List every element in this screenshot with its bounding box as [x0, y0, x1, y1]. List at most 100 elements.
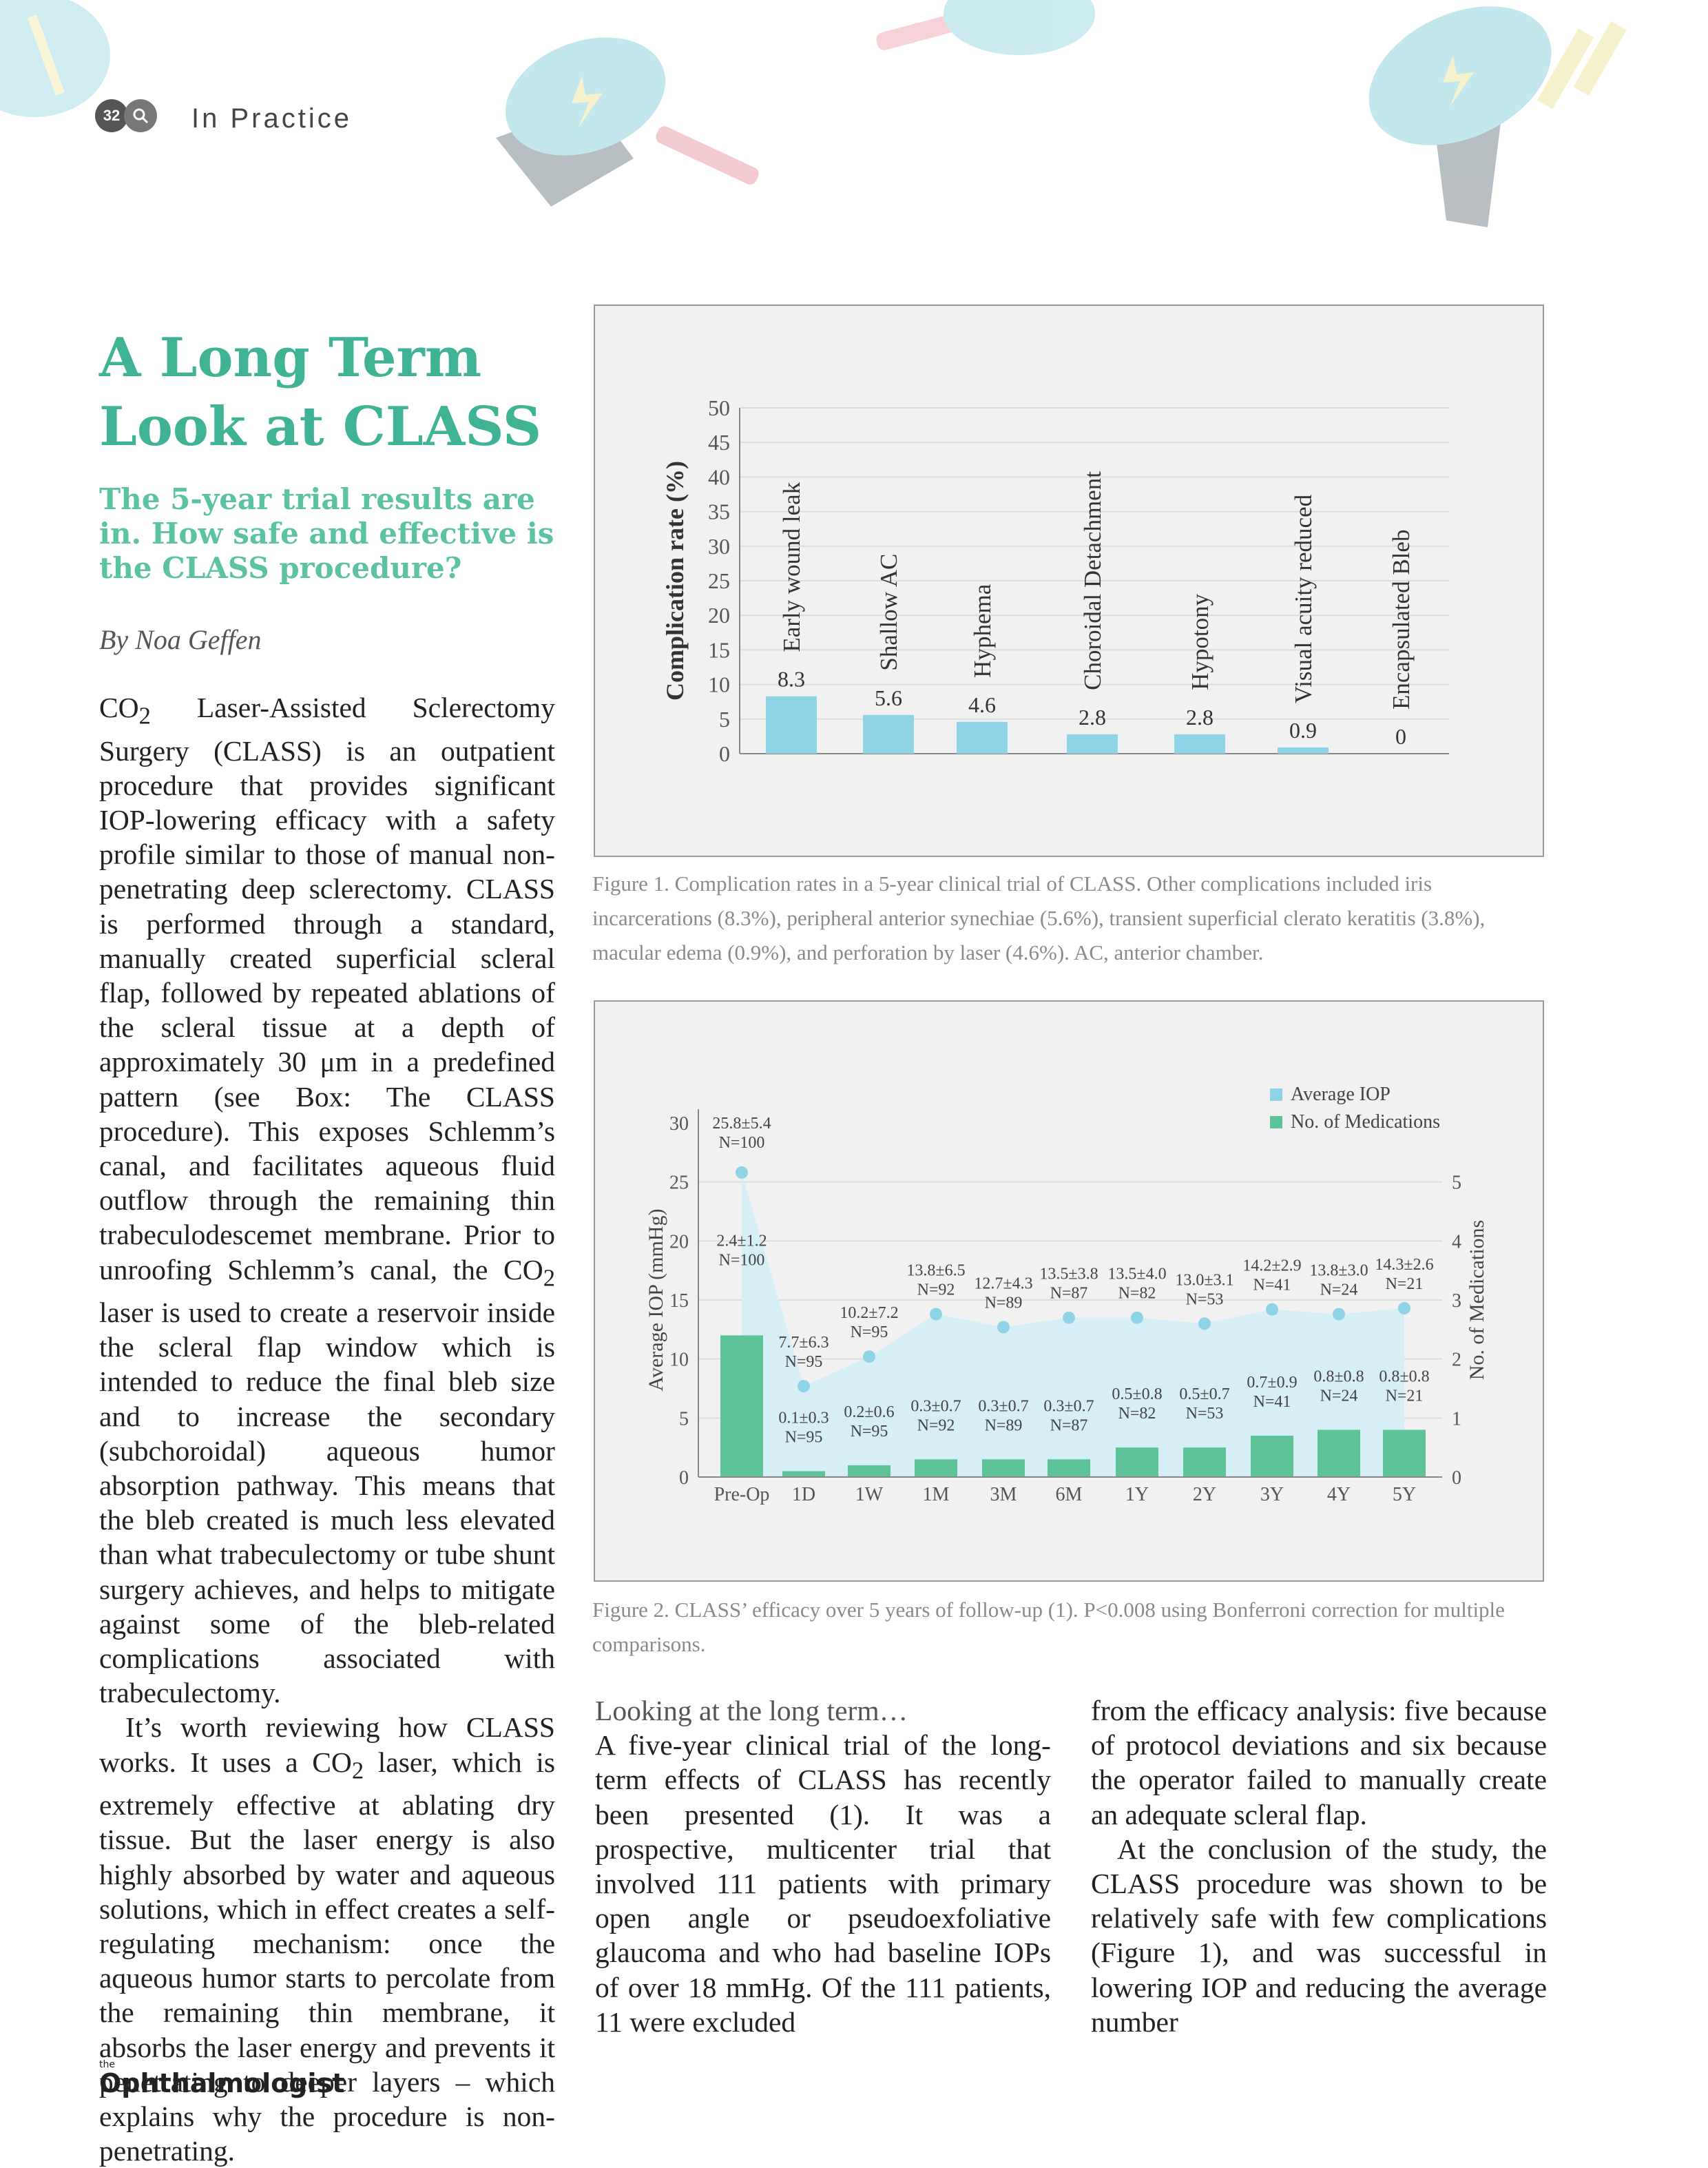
paragraph-4: from the efficacy analysis: five because…	[1091, 1695, 1547, 1830]
y-axis-title: Average IOP (mmHg)	[645, 1209, 667, 1392]
data-label: 2.8	[1186, 705, 1214, 730]
medication-bar	[1183, 1447, 1226, 1477]
figure-1-caption: Figure 1. Complication rates in a 5-year…	[592, 871, 1486, 964]
medication-n-label: N=95	[851, 1423, 888, 1441]
category-label: Hyphema	[969, 584, 996, 678]
x-tick-label: 1Y	[1125, 1484, 1149, 1505]
data-label: 8.3	[778, 667, 805, 692]
medication-value-label: 0.7±0.9	[1247, 1374, 1297, 1392]
ray-gun-illustration-top	[876, 0, 1095, 55]
medication-bar	[1048, 1459, 1090, 1477]
y-right-tick-label: 3	[1452, 1290, 1461, 1312]
data-label: 0.9	[1289, 718, 1317, 743]
ray-gun-illustration-left	[0, 0, 110, 117]
x-tick-label: 4Y	[1327, 1484, 1351, 1505]
legend-swatch-medications	[1270, 1116, 1282, 1128]
article-subtitle: The 5-year trial results are in. How saf…	[99, 482, 554, 585]
iop-point	[1063, 1311, 1075, 1324]
ray-gun-illustration-center	[496, 37, 759, 207]
ray-gun-illustration-right	[1368, 6, 1627, 227]
iop-area	[742, 1172, 1404, 1477]
iop-point	[863, 1350, 875, 1363]
iop-n-label: N=24	[1320, 1281, 1358, 1299]
legend-swatch-iop	[1270, 1088, 1282, 1101]
title-line-2: Look at CLASS	[99, 395, 542, 458]
medication-bar	[720, 1335, 763, 1477]
category-label: Early wound leak	[778, 482, 805, 652]
paragraph-1: CO2 Laser-Assisted Sclerectomy Surgery (…	[99, 692, 555, 1709]
iop-point	[1333, 1308, 1345, 1321]
iop-point	[1398, 1301, 1410, 1314]
data-label: 4.6	[968, 692, 996, 717]
medication-n-label: N=82	[1118, 1405, 1156, 1423]
y-tick-label: 0	[719, 741, 730, 766]
category-label: Choroidal Detachment	[1079, 471, 1106, 690]
y-tick-label: 15	[669, 1290, 689, 1312]
bar	[957, 721, 1008, 754]
bar	[1278, 747, 1329, 754]
medication-value-label: 0.8±0.8	[1313, 1367, 1364, 1385]
medication-n-label: N=100	[719, 1251, 765, 1269]
x-tick-label: 1D	[792, 1484, 815, 1505]
bar	[1174, 734, 1225, 754]
medication-value-label: 0.1±0.3	[778, 1409, 829, 1427]
medication-value-label: 0.5±0.8	[1112, 1385, 1162, 1403]
y-tick-label: 30	[708, 534, 730, 559]
medication-n-label: N=89	[985, 1416, 1023, 1434]
medication-bar	[1383, 1429, 1426, 1477]
iop-point	[930, 1308, 942, 1321]
category-label: Visual acuity reduced	[1290, 494, 1317, 703]
footer-logo-text: Ophthalmologist	[99, 2068, 345, 2098]
medication-n-label: N=87	[1050, 1416, 1088, 1434]
y-tick-label: 20	[669, 1231, 689, 1252]
medication-n-label: N=95	[785, 1428, 823, 1446]
y-tick-label: 10	[708, 672, 730, 697]
medication-n-label: N=92	[917, 1416, 955, 1434]
y-right-tick-label: 2	[1452, 1350, 1461, 1371]
x-tick-label: 3Y	[1260, 1484, 1284, 1505]
legend-label-medications: No. of Medications	[1291, 1111, 1440, 1133]
figure-2-caption: Figure 2. CLASS’ efficacy over 5 years o…	[592, 1598, 1505, 1656]
header-illustration	[0, 0, 1627, 227]
figure-2-chart: 0 1 2 3 4 5 0 5 10 15 20 25 30 Pre-Op 1D 1W 1M 3M 6M 1Y 2Y 3Y…	[595, 1002, 1543, 1580]
footer-logo: the Ophthalmologist	[99, 2060, 344, 2097]
iop-value-label: 7.7±6.3	[778, 1334, 829, 1352]
paragraph-3: A five-year clinical trial of the long-t…	[595, 1729, 1051, 2038]
iop-point	[798, 1380, 810, 1393]
y-axis-title: Complication rate (%)	[661, 461, 689, 701]
iop-n-label: N=53	[1186, 1290, 1224, 1308]
x-tick-label: 1M	[923, 1484, 950, 1505]
y-right-tick-label: 0	[1452, 1467, 1461, 1489]
y-tick-label: 25	[708, 568, 730, 593]
iop-n-label: N=100	[719, 1134, 765, 1152]
iop-n-label: N=87	[1050, 1285, 1088, 1303]
iop-point	[1198, 1317, 1211, 1330]
iop-value-label: 13.8±3.0	[1309, 1262, 1368, 1280]
body-column-2: Looking at the long term… A five-year cl…	[595, 1693, 1051, 2039]
y-tick-label: 0	[679, 1467, 689, 1489]
medication-bar	[915, 1459, 957, 1477]
x-tick-label: 2Y	[1193, 1484, 1216, 1505]
title-line-1: A Long Term	[99, 327, 482, 389]
x-tick-label: 5Y	[1393, 1484, 1416, 1505]
iop-value-label: 13.5±4.0	[1107, 1266, 1166, 1283]
section-label: In Practice	[191, 103, 352, 134]
medication-value-label: 0.8±0.8	[1379, 1367, 1429, 1385]
iop-n-label: N=89	[985, 1294, 1023, 1312]
iop-n-label: N=21	[1386, 1275, 1424, 1293]
data-label: 5.6	[875, 685, 902, 710]
y-right-tick-label: 1	[1452, 1408, 1461, 1429]
body-column-1: CO2 Laser-Assisted Sclerectomy Surgery (…	[99, 690, 555, 2168]
medication-n-label: N=21	[1386, 1387, 1424, 1405]
medication-bar	[982, 1459, 1025, 1477]
x-tick-label: 6M	[1056, 1484, 1083, 1505]
figure-1-chart: 0 5 10 15 20 25 30 35 40 45 50 Complication rate (%…	[595, 306, 1543, 856]
iop-point	[736, 1166, 748, 1179]
data-label: 2.8	[1079, 705, 1106, 730]
y-tick-label: 15	[708, 637, 730, 662]
y-tick-label: 50	[708, 395, 730, 420]
y-tick-label: 5	[679, 1408, 689, 1429]
iop-value-label: 12.7±4.3	[974, 1274, 1032, 1292]
medication-value-label: 0.3±0.7	[978, 1397, 1028, 1415]
bar	[1067, 734, 1118, 754]
